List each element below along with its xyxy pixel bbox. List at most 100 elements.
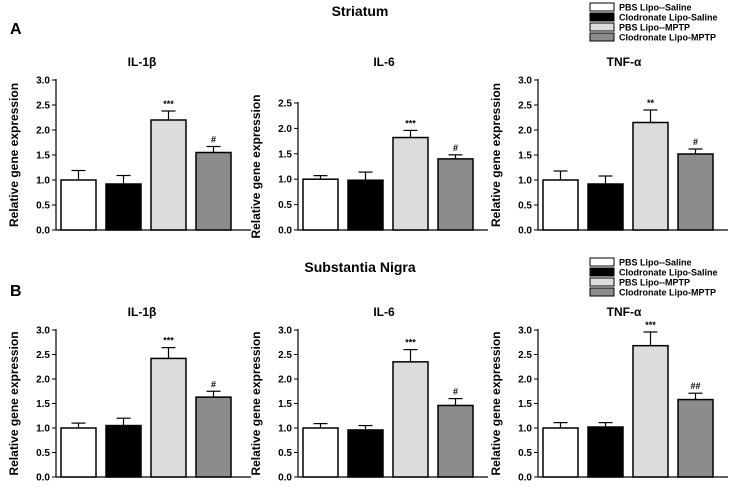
legend-label: PBS Lipo--MPTP <box>619 278 690 288</box>
y-tick-label: 0.5 <box>518 448 532 459</box>
significance-label: *** <box>163 99 174 109</box>
bar <box>105 183 142 231</box>
chart-title: IL-6 <box>373 55 395 69</box>
legend-swatch <box>589 12 615 22</box>
y-tick-label: 2.5 <box>278 350 292 361</box>
chart-title: TNF-α <box>607 55 642 69</box>
significance-label: ## <box>690 381 700 391</box>
legend-swatch <box>589 287 615 297</box>
significance-label: # <box>453 143 458 153</box>
y-tick-label: 0.0 <box>518 226 532 237</box>
y-tick-label: 3.0 <box>36 326 50 337</box>
bar <box>60 427 97 478</box>
bar <box>437 404 474 478</box>
y-tick-label: 0.5 <box>518 201 532 212</box>
y-tick-label: 2.5 <box>278 99 292 110</box>
significance-label: # <box>211 379 216 389</box>
legend-label: PBS Lipo--MPTP <box>619 23 690 33</box>
y-tick-label: 2.5 <box>518 101 532 112</box>
bar <box>542 427 579 478</box>
y-tick-label: 0.0 <box>278 226 292 237</box>
panel-a-label: A <box>10 21 22 38</box>
chart-panel: IL-6 Relative gene expression 0.0 0.5 1.0 1.5… <box>249 55 488 239</box>
legend-swatch <box>589 267 615 277</box>
significance-label: *** <box>405 338 416 348</box>
y-tick-label: 0.0 <box>518 473 532 484</box>
legend-label: Clodronate Lipo-Saline <box>619 13 718 23</box>
y-tick-label: 2.0 <box>36 375 50 386</box>
bar <box>677 398 714 478</box>
bar <box>542 179 579 231</box>
y-tick-label: 1.5 <box>518 399 532 410</box>
y-tick-label: 1.0 <box>36 424 50 435</box>
y-tick-label: 3.0 <box>278 326 292 337</box>
y-tick-label: 2.5 <box>36 101 50 112</box>
chart-title: IL-1β <box>128 305 157 319</box>
significance-label: # <box>211 135 216 145</box>
y-axis-label: Relative gene expression <box>7 83 21 227</box>
chart-title: IL-1β <box>128 55 157 69</box>
y-tick-label: 1.5 <box>36 151 50 162</box>
chart-panel: IL-6 Relative gene expression 0.0 0.5 1.0 1.5… <box>249 305 488 484</box>
significance-label: ** <box>647 98 655 108</box>
y-tick-label: 0.5 <box>278 200 292 211</box>
panel-b-label: B <box>10 283 22 300</box>
y-tick-label: 3.0 <box>518 76 532 87</box>
bar <box>632 121 669 231</box>
y-axis-label: Relative gene expression <box>489 83 503 227</box>
chart-panel: IL-1β Relative gene expression 0.0 0.5 1.0 1.… <box>7 305 251 484</box>
y-tick-label: 1.0 <box>36 176 50 187</box>
legend-swatch <box>589 277 615 287</box>
y-axis-label: Relative gene expression <box>249 94 263 238</box>
bar <box>195 396 232 478</box>
bar <box>195 151 232 231</box>
bar <box>302 178 339 231</box>
bar <box>105 424 142 478</box>
charts: IL-1β Relative gene expression 0.0 0.5 1.0 1.… <box>7 55 728 484</box>
legend-swatch <box>589 32 615 42</box>
y-tick-label: 0.0 <box>36 226 50 237</box>
y-tick-label: 0.5 <box>278 448 292 459</box>
y-tick-label: 2.0 <box>518 126 532 137</box>
bar <box>150 119 187 231</box>
y-axis-label: Relative gene expression <box>249 331 263 475</box>
bar <box>587 183 624 231</box>
legend-label: PBS Lipo--Saline <box>619 258 692 268</box>
significance-label: *** <box>645 320 656 330</box>
y-tick-label: 1.0 <box>518 424 532 435</box>
bar <box>347 179 384 231</box>
chart-panel: IL-1β Relative gene expression 0.0 0.5 1.0 1.… <box>7 55 251 237</box>
legend-label: Clodronate Lipo-MPTP <box>619 33 716 43</box>
bar <box>677 153 714 231</box>
bar <box>587 426 624 478</box>
y-tick-label: 0.5 <box>36 201 50 212</box>
y-tick-label: 1.5 <box>518 151 532 162</box>
y-tick-label: 1.0 <box>278 424 292 435</box>
significance-label: # <box>693 137 698 147</box>
significance-label: *** <box>405 118 416 128</box>
legend-label: Clodronate Lipo-Saline <box>619 268 718 278</box>
y-tick-label: 1.5 <box>278 399 292 410</box>
legend-swatch <box>589 2 615 12</box>
bar <box>392 136 429 231</box>
y-tick-label: 0.0 <box>278 473 292 484</box>
y-axis-label: Relative gene expression <box>489 331 503 475</box>
y-tick-label: 2.5 <box>36 350 50 361</box>
legend-label: Clodronate Lipo-MPTP <box>619 288 716 298</box>
significance-label: *** <box>163 336 174 346</box>
chart-title: TNF-α <box>607 305 642 319</box>
y-tick-label: 1.5 <box>36 399 50 410</box>
legend-swatch <box>589 257 615 267</box>
chart-title: IL-6 <box>373 305 395 319</box>
y-tick-label: 0.5 <box>36 448 50 459</box>
bar <box>437 158 474 231</box>
chart-panel: TNF-α Relative gene expression 0.0 0.5 1.0 1.… <box>489 305 728 484</box>
bar <box>632 344 669 478</box>
y-tick-label: 2.5 <box>518 350 532 361</box>
bar <box>392 361 429 478</box>
chart-panel: TNF-α Relative gene expression 0.0 0.5 1.0 1.… <box>489 55 728 237</box>
bar <box>302 427 339 478</box>
